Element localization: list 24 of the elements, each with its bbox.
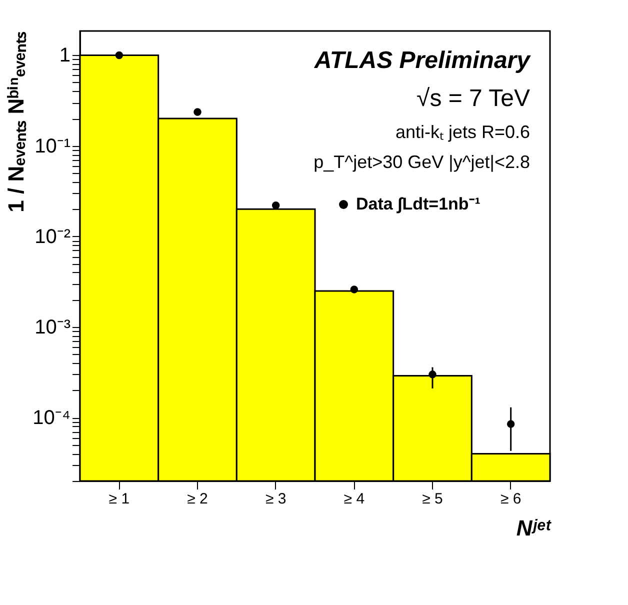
x-tick-label: ≥ 1 (108, 490, 130, 508)
annotation: √s = 7 TeV (416, 85, 530, 112)
y-axis-title: 1 / Nₑᵥₑₙₜₛ Nᵇⁱⁿₑᵥₑₙₜₛ (4, 32, 29, 212)
x-tick-label: ≥ 2 (187, 490, 208, 508)
point (428, 370, 436, 378)
annotation: p_T^jet>30 GeV |y^jet|<2.8 (314, 152, 530, 172)
x-tick-label: ≥ 5 (422, 490, 443, 508)
y-tick-label: 1 (59, 44, 70, 67)
y-tick-label: 10⁻¹ (34, 135, 71, 158)
point (115, 51, 124, 60)
x-tick-label: ≥ 6 (500, 490, 522, 508)
x-axis-title: Nʲᵉᵗ (516, 516, 552, 540)
x-tick-label: ≥ 4 (344, 490, 365, 508)
point (272, 202, 280, 210)
y-tick-label: 10⁻⁴ (32, 407, 70, 430)
y-tick-label: 10⁻³ (34, 316, 71, 339)
annotation: ATLAS Preliminary (313, 47, 532, 74)
legend-label: Data ∫Ldt=1nb⁻¹ (356, 194, 481, 214)
y-tick-label: 10⁻² (34, 226, 71, 248)
point (194, 108, 202, 116)
x-tick-label: ≥ 3 (265, 490, 286, 508)
point (506, 420, 515, 428)
annotation: anti-kₜ jets R=0.6 (395, 122, 530, 142)
point (350, 286, 358, 294)
